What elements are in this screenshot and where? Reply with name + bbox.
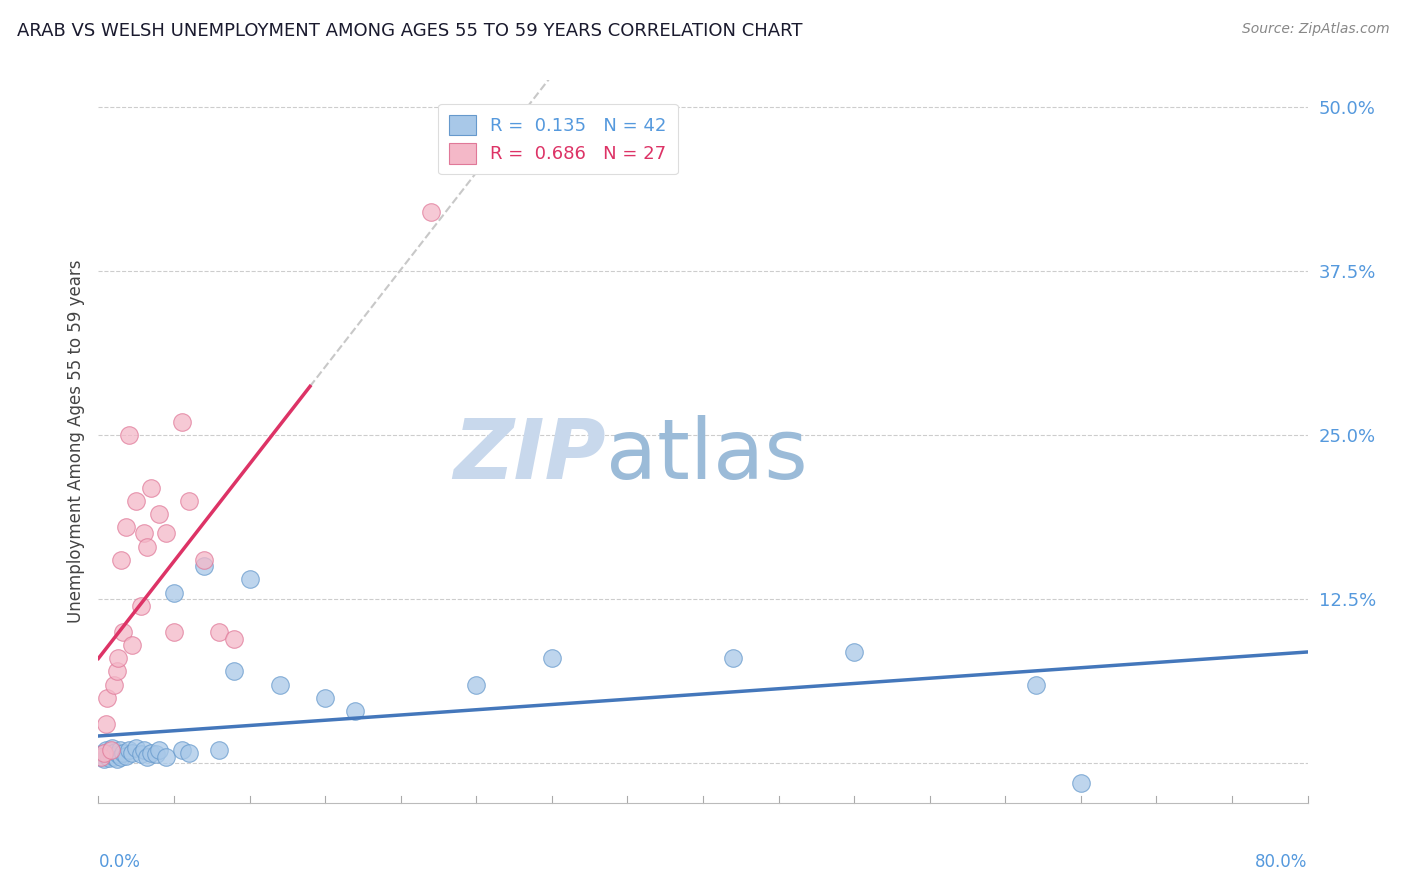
Point [723,651,745,665]
Point [125,740,148,755]
Point [344,704,367,718]
Point [129,747,152,762]
Text: atlas: atlas [606,416,808,497]
Point [96,690,118,705]
Text: ARAB VS WELSH UNEMPLOYMENT AMONG AGES 55 TO 59 YEARS CORRELATION CHART: ARAB VS WELSH UNEMPLOYMENT AMONG AGES 55… [17,22,803,40]
Point [193,553,215,567]
Point [1024,677,1046,691]
Point [193,559,215,574]
Point [420,204,443,219]
Point [94,717,117,731]
Point [121,638,143,652]
Point [103,677,125,691]
Point [170,415,193,429]
Point [148,507,170,521]
Point [91,746,114,760]
Point [155,749,177,764]
Y-axis label: Unemployment Among Ages 55 to 59 years: Unemployment Among Ages 55 to 59 years [66,260,84,624]
Point [179,493,201,508]
Point [118,743,141,757]
Point [100,747,122,762]
Point [208,743,231,757]
Point [103,749,125,764]
Point [101,740,124,755]
Point [148,743,170,757]
Point [314,690,336,705]
Point [125,493,148,508]
Text: 0.0%: 0.0% [98,854,141,871]
Point [96,748,118,763]
Point [208,625,231,640]
Point [239,573,262,587]
Point [269,677,291,691]
Point [111,625,134,640]
Point [114,520,136,534]
Point [94,743,117,757]
Point [90,749,112,764]
Point [465,677,488,691]
Point [110,749,132,764]
Point [121,746,143,760]
Point [224,632,246,646]
Text: Source: ZipAtlas.com: Source: ZipAtlas.com [1241,22,1389,37]
Point [135,540,157,554]
Point [141,481,163,495]
Point [107,747,129,762]
Point [105,665,128,679]
Point [118,428,141,442]
Point [108,743,131,757]
Point [224,665,246,679]
Point [111,746,134,760]
Point [132,526,155,541]
Point [104,745,127,759]
Point [163,585,186,599]
Point [135,749,157,764]
Point [179,746,201,760]
Point [93,746,115,760]
Point [844,645,866,659]
Point [100,743,122,757]
Point [107,651,129,665]
Point [170,743,193,757]
Point [132,743,155,757]
Point [1070,776,1092,790]
Point [163,625,186,640]
Point [98,751,121,765]
Point [114,748,136,763]
Text: ZIP: ZIP [454,416,606,497]
Point [145,747,167,762]
Point [155,526,177,541]
Point [110,553,132,567]
Point [129,599,152,613]
Point [93,752,115,766]
Point [540,651,562,665]
Point [141,746,163,760]
Text: 80.0%: 80.0% [1256,854,1308,871]
Legend: R =  0.135   N = 42, R =  0.686   N = 27: R = 0.135 N = 42, R = 0.686 N = 27 [439,103,678,174]
Point [105,752,128,766]
Point [90,749,112,764]
